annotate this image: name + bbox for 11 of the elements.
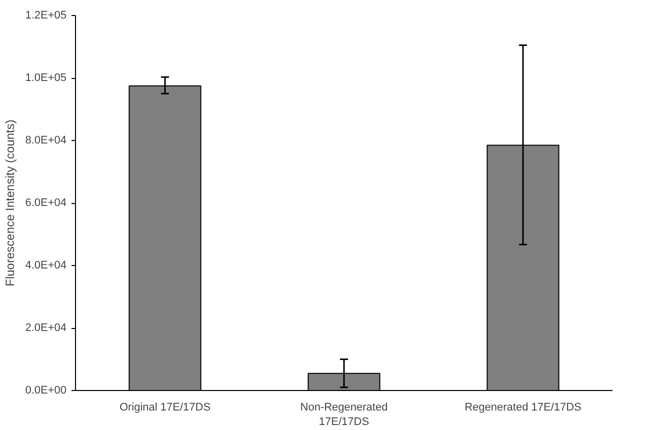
y-tick-label: 1.0E+05 <box>25 72 67 84</box>
y-tick-label: 0.0E+00 <box>25 384 67 396</box>
x-tick-label: Regenerated 17E/17DS <box>464 402 582 414</box>
y-axis-title: Fluorescence Intensity (counts) <box>3 120 18 286</box>
x-tick-label: Original 17E/17DS <box>119 402 211 414</box>
y-tick-label: 2.0E+04 <box>25 322 67 334</box>
y-tick-label: 8.0E+04 <box>25 134 67 146</box>
y-tick-label: 1.2E+05 <box>25 10 67 22</box>
x-tick-label: Non-Regenerated 17E/17DS <box>300 402 388 428</box>
y-tick-label: 4.0E+04 <box>25 260 67 272</box>
y-tick-label: 6.0E+04 <box>25 197 67 209</box>
